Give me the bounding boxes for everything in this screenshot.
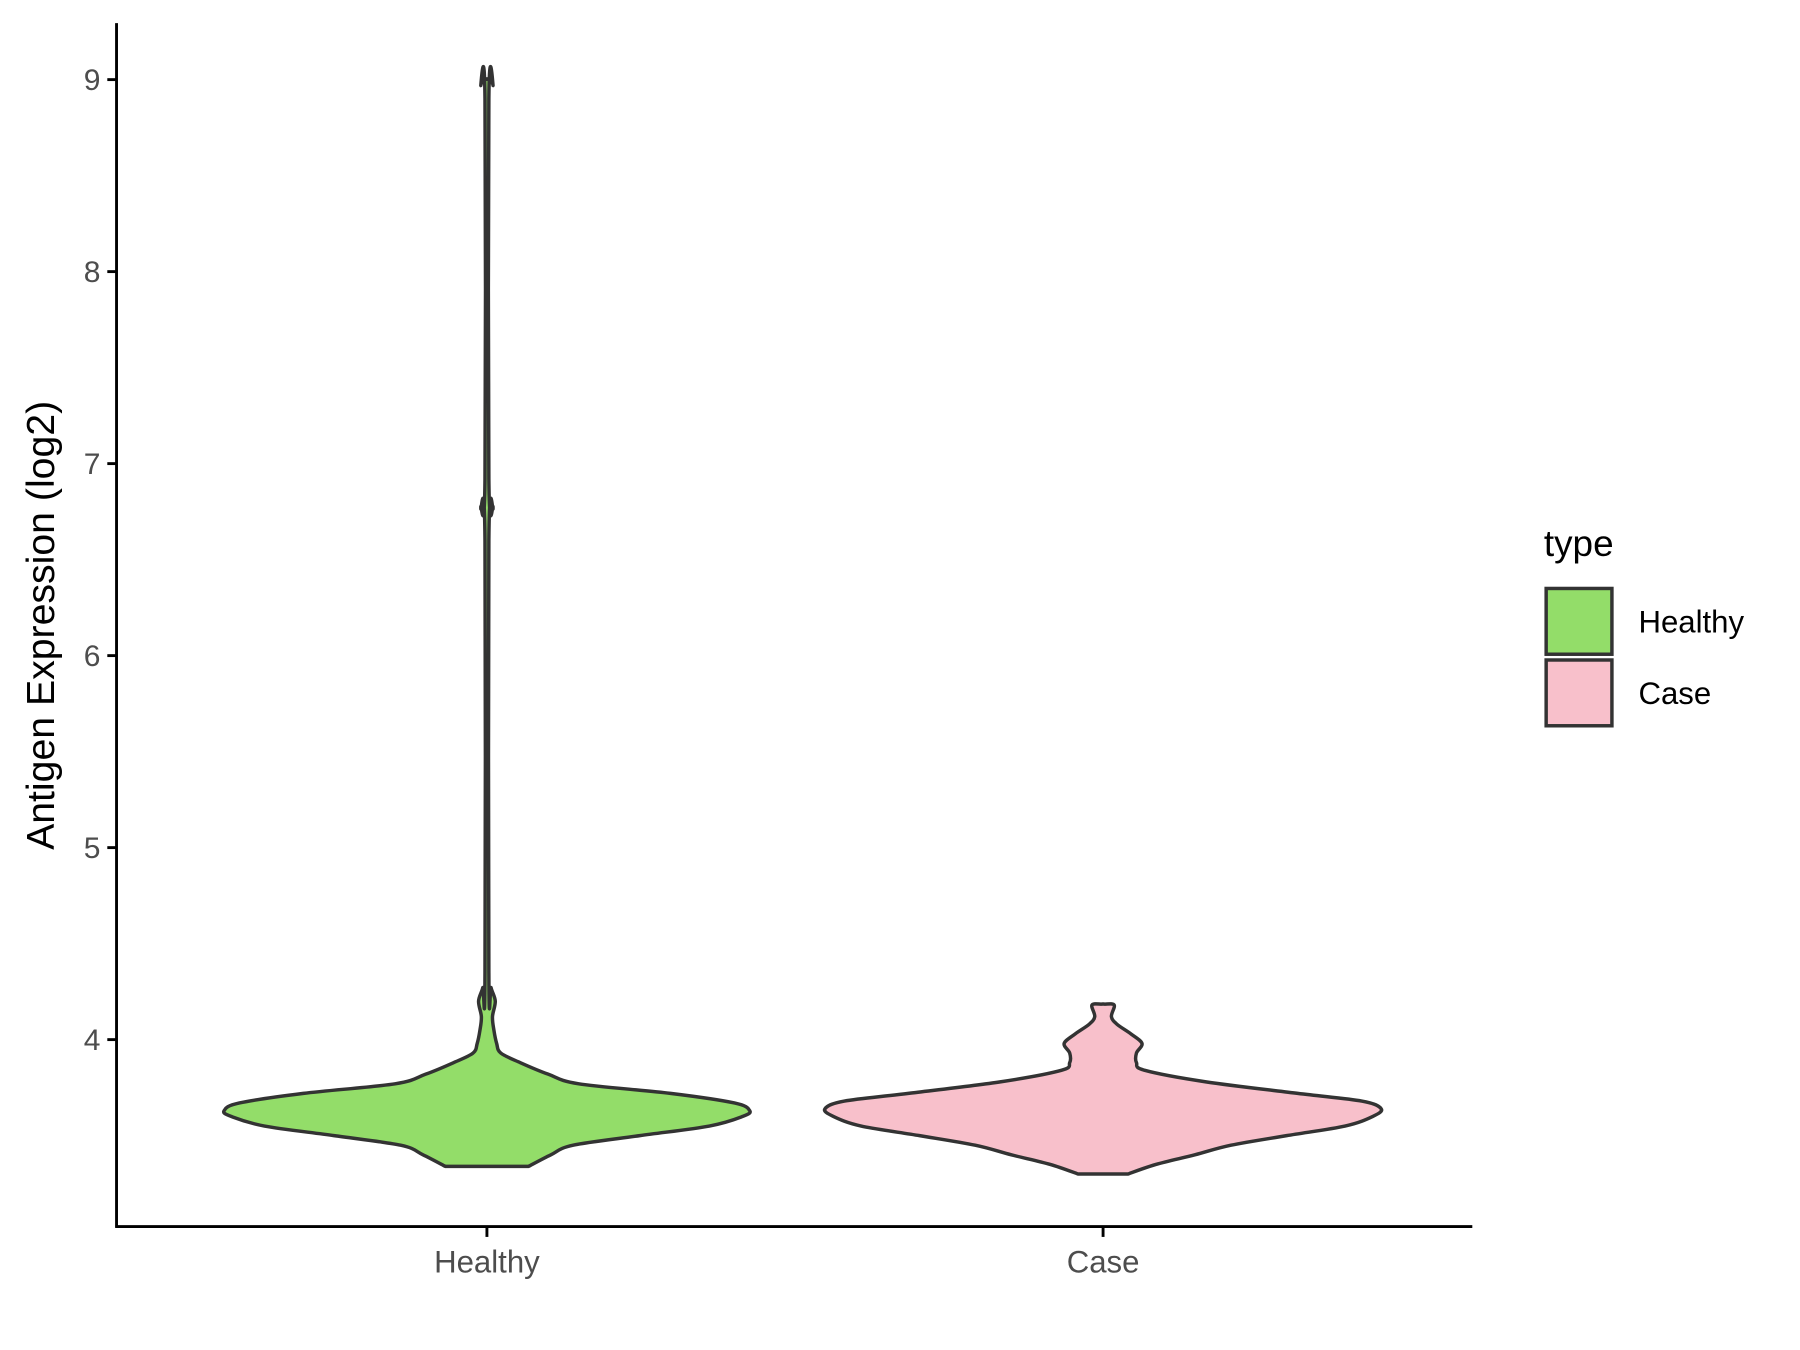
y-ticks: 4 5 6 7 8 9 (84, 64, 117, 1057)
y-tick-label: 8 (84, 256, 101, 289)
y-tick-label: 9 (84, 64, 101, 97)
legend-label: Case (1638, 676, 1711, 711)
x-ticks: Healthy Case (434, 1226, 1140, 1280)
x-tick-label: Case (1067, 1245, 1140, 1280)
y-tick-label: 4 (84, 1024, 101, 1057)
violin-healthy (221, 65, 752, 1169)
y-tick-label: 7 (84, 448, 101, 481)
legend-label: Healthy (1638, 604, 1744, 639)
y-tick-label: 6 (84, 640, 101, 673)
y-axis-label: Antigen Expression (log2) (19, 401, 63, 850)
legend-key-healthy (1544, 586, 1614, 656)
legend-title: type (1544, 523, 1614, 564)
legend: Healthy Case (1544, 586, 1744, 728)
x-tick-label: Healthy (434, 1245, 540, 1280)
violins (221, 65, 1384, 1176)
y-tick-label: 5 (84, 832, 101, 865)
legend-key-case (1544, 658, 1614, 728)
violin-case (822, 1002, 1384, 1176)
